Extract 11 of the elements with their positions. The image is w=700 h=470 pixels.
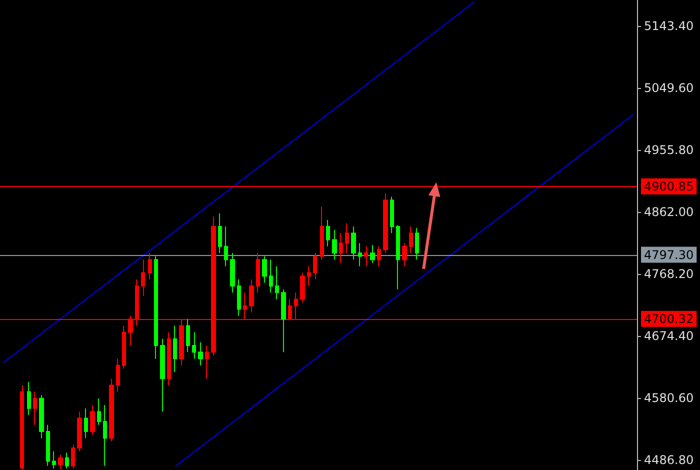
y-tick-label: 4580.60 <box>644 391 694 406</box>
y-tick-label: 4768.20 <box>644 267 694 281</box>
ref-line-label: 4900.85 <box>644 179 694 194</box>
y-tick-label: 5049.60 <box>644 80 694 95</box>
y-tick-label: 4862.00 <box>644 204 694 219</box>
ref-line-label: 4700.32 <box>644 312 694 326</box>
ref-line-label: 4797.30 <box>644 248 694 262</box>
y-tick-label: 4674.40 <box>644 329 694 344</box>
y-tick-label: 4955.80 <box>644 142 694 157</box>
y-tick-label: 4486.80 <box>644 453 694 468</box>
y-tick-label: 5143.40 <box>644 18 694 33</box>
